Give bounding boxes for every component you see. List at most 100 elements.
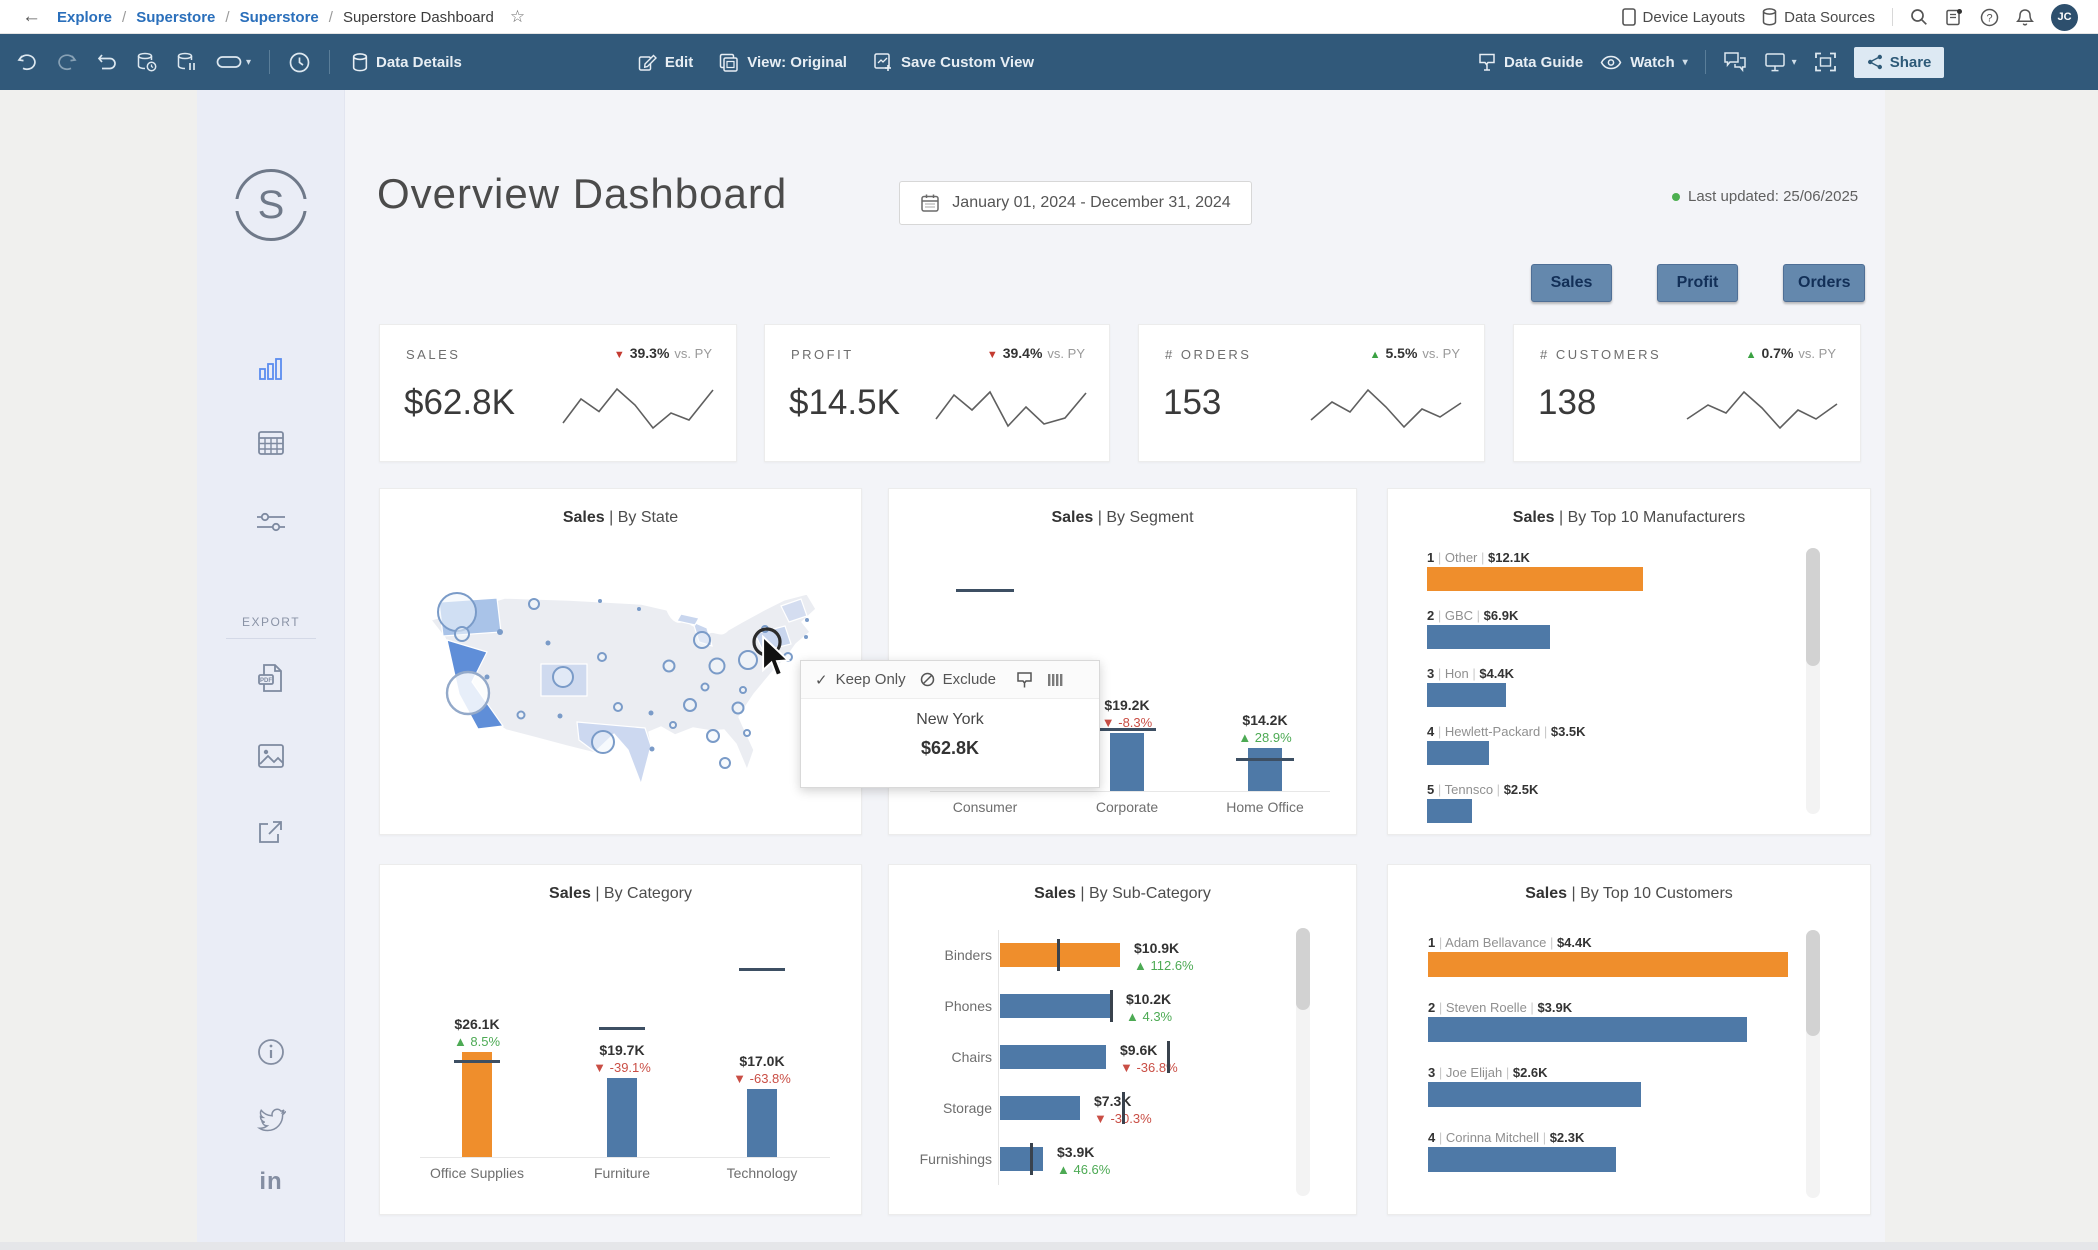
view-data-bars-icon[interactable] [1047,673,1063,687]
watch-button[interactable]: Watch ▾ [1600,34,1688,90]
share-button[interactable]: Share [1853,46,1945,78]
fullscreen-icon[interactable] [1814,51,1837,73]
axis-label-home-office[interactable]: Home Office [1226,799,1304,815]
scrollbar-thumb[interactable] [1806,930,1820,1036]
bar-furnishings[interactable] [1000,1147,1043,1171]
bar-furniture[interactable] [607,1078,637,1157]
map-sales-bubble[interactable] [804,635,808,639]
breadcrumb-item-explore[interactable]: Explore [57,8,113,26]
bar-joe-elijah[interactable] [1428,1082,1641,1107]
bar-hon[interactable] [1427,683,1506,707]
refresh-data-icon[interactable] [136,52,158,73]
notifications-doc-icon[interactable] [1945,8,1963,26]
sidebar-charts-tab[interactable] [253,351,289,387]
map-sales-bubble[interactable] [708,657,726,675]
map-sales-bubble[interactable] [454,626,470,642]
search-icon[interactable] [1910,8,1928,26]
map-sales-bubble[interactable] [719,757,731,769]
map-sales-bubble[interactable] [693,631,711,649]
bar-adam-bellavance[interactable] [1428,952,1788,977]
chevron-down-icon[interactable]: ▾ [246,56,252,68]
bar-hewlett-packard[interactable] [1427,741,1489,765]
profit-button[interactable]: Profit [1657,264,1738,302]
edit-button[interactable]: Edit [638,34,693,90]
map-sales-bubble[interactable] [700,682,710,692]
user-avatar[interactable]: JC [2051,3,2078,31]
map-sales-bubble[interactable] [648,710,654,716]
help-icon[interactable]: ? [1980,8,1999,27]
undo-icon[interactable] [16,52,38,72]
map-state-newengland[interactable] [780,598,808,623]
keep-only-button[interactable]: ✓ Keep Only [815,671,906,689]
scrollbar-thumb[interactable] [1806,548,1820,666]
map-sales-bubble[interactable] [662,659,676,673]
axis-label-furniture[interactable]: Furniture [593,1165,651,1181]
map-sales-bubble[interactable] [706,729,720,743]
axis-label-consumer[interactable]: Consumer [952,799,1018,815]
pause-updates-icon[interactable] [176,52,198,73]
breadcrumb-item-superstore[interactable]: Superstore [136,8,216,26]
map-sales-bubble[interactable] [613,702,623,712]
map-state-michigan-up[interactable] [676,613,700,626]
map-sales-bubble[interactable] [669,721,677,729]
bar-corporate[interactable] [1110,733,1144,791]
tooltip-flag-icon[interactable] [1016,671,1033,689]
info-button[interactable] [253,1034,289,1070]
revert-icon[interactable] [96,52,118,72]
map-sales-bubble[interactable] [649,746,655,752]
bar-office-supplies[interactable] [462,1052,492,1157]
bar-technology[interactable] [747,1089,777,1157]
bar-binders[interactable] [1000,943,1120,967]
bar-steven-roelle[interactable] [1428,1017,1747,1042]
map-sales-bubble[interactable] [738,650,758,670]
sales-button[interactable]: Sales [1531,264,1612,302]
map-sales-bubble[interactable] [683,698,697,712]
open-external-button[interactable] [253,814,289,850]
axis-label-corporate[interactable]: Corporate [1095,799,1159,815]
export-pdf-button[interactable]: PDF [253,660,289,696]
device-layouts-button[interactable]: Device Layouts [1621,8,1745,26]
save-custom-view-button[interactable]: Save Custom View [873,34,1034,90]
orders-button[interactable]: Orders [1783,264,1866,302]
map-sales-bubble[interactable] [497,629,503,635]
map-sales-bubble[interactable] [552,666,574,688]
twitter-link[interactable] [253,1101,289,1137]
map-sales-bubble[interactable] [557,713,563,719]
redo-icon[interactable] [56,52,78,72]
comments-icon[interactable] [1723,51,1747,73]
bell-icon[interactable] [2016,8,2034,27]
bar-tennsco[interactable] [1427,799,1472,823]
map-sales-bubble[interactable] [484,674,490,680]
axis-label-binders[interactable]: Binders [944,947,992,963]
favorite-star-icon[interactable]: ☆ [509,7,526,26]
map-sales-bubble[interactable] [445,670,491,716]
bar-storage[interactable] [1000,1096,1080,1120]
linkedin-link[interactable]: in [253,1164,289,1200]
axis-label-office-supplies[interactable]: Office Supplies [430,1165,524,1181]
run-update-loop-icon[interactable]: ▾ [216,54,251,70]
map-sales-bubble[interactable] [591,730,615,754]
exclude-button[interactable]: Exclude [920,671,996,688]
refresh-timer-icon[interactable] [288,51,311,74]
map-sales-bubble[interactable] [637,607,641,611]
export-image-button[interactable] [253,738,289,774]
bar-chairs[interactable] [1000,1045,1106,1069]
map-sales-bubble[interactable] [598,599,602,603]
bar-phones[interactable] [1000,994,1112,1018]
date-range-filter[interactable]: January 01, 2024 - December 31, 2024 [899,181,1252,225]
map-sales-bubble[interactable] [437,592,477,632]
axis-label-chairs[interactable]: Chairs [951,1049,992,1065]
map-sales-bubble[interactable] [528,598,540,610]
data-details-button[interactable]: Data Details [352,34,462,90]
us-map[interactable] [409,578,859,836]
bar-other[interactable] [1427,567,1643,591]
sidebar-filters-tab[interactable] [253,504,289,540]
map-sales-bubble[interactable] [805,618,809,622]
axis-label-furnishings[interactable]: Furnishings [919,1151,992,1167]
map-sales-bubble[interactable] [597,652,607,662]
map-sales-bubble[interactable] [516,710,526,720]
axis-label-storage[interactable]: Storage [942,1100,992,1116]
data-sources-button[interactable]: Data Sources [1762,8,1875,26]
scrollbar-thumb[interactable] [1296,928,1310,1010]
map-sales-bubble[interactable] [739,686,747,694]
